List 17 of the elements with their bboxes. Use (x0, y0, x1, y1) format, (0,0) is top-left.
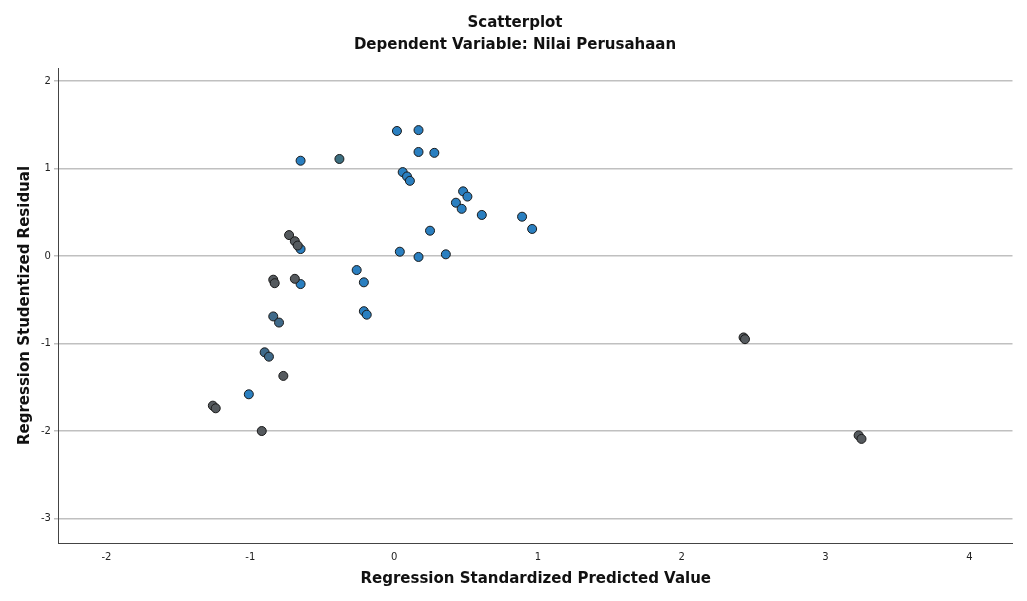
y-tick-label: 2 (44, 74, 51, 86)
x-tick-label: 4 (966, 550, 973, 562)
y-tick-label: -2 (40, 424, 51, 436)
y-tick-label: 0 (44, 249, 51, 261)
y-tick-label: 1 (44, 162, 51, 174)
x-tick-label: 1 (534, 550, 542, 562)
chart-title: Scatterplot (467, 12, 563, 31)
x-tick-label: -1 (245, 550, 256, 562)
x-tick-label: -2 (101, 550, 112, 562)
x-axis-title: Regression Standardized Predicted Value (360, 568, 712, 587)
chart-subtitle: Dependent Variable: Nilai Perusahaan (353, 34, 677, 53)
x-tick-label: 0 (390, 550, 398, 562)
y-axis-title: Regression Studentized Residual (14, 165, 33, 446)
x-tick-label: 3 (822, 550, 829, 562)
y-tick-label: -3 (40, 512, 51, 524)
x-tick-label: 2 (678, 550, 685, 562)
y-tick-label: -1 (40, 337, 51, 349)
